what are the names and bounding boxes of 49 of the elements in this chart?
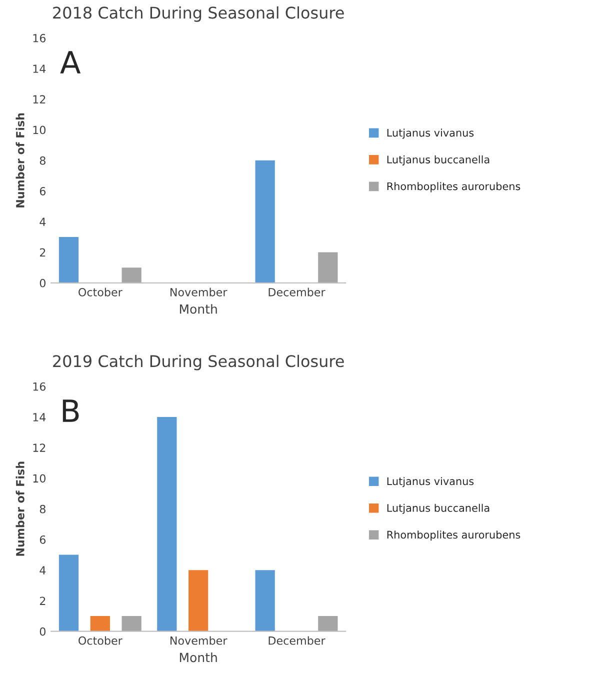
y-tick-label: 10: [33, 126, 46, 134]
bar: [90, 616, 110, 632]
chart-title: 2019 Catch During Seasonal Closure: [53, 354, 344, 370]
legend-label: Lutjanus vivanus: [387, 128, 474, 139]
y-tick-label: 8: [40, 156, 46, 165]
legend-label: Lutjanus buccanella: [387, 504, 490, 514]
y-tick-label: 14: [33, 413, 46, 422]
y-tick-label: 0: [40, 278, 46, 288]
x-axis-title: Month: [180, 652, 217, 662]
bar: [255, 570, 275, 632]
y-tick-label: 4: [40, 218, 46, 226]
y-tick-label: 4: [40, 566, 46, 574]
x-tick-label: December: [268, 636, 326, 645]
annotation: A: [60, 51, 81, 74]
bar: [122, 616, 142, 632]
bar: [188, 570, 208, 632]
legend-label: Lutjanus buccanella: [387, 155, 490, 166]
bar: [122, 268, 142, 283]
y-tick-label: 6: [40, 187, 46, 196]
legend-label: Rhomboplites aurorubens: [387, 530, 520, 541]
y-tick-label: 2: [40, 596, 46, 605]
x-tick-label: October: [78, 636, 122, 645]
y-tick-label: 8: [40, 504, 46, 514]
bar: [157, 417, 177, 632]
bar: [58, 236, 79, 283]
x-tick-label: October: [78, 288, 122, 296]
y-tick-label: 0: [40, 627, 46, 636]
y-axis-title: Number of Fish: [16, 462, 24, 556]
bar: [318, 252, 338, 283]
y-tick-label: 2: [40, 248, 46, 257]
y-tick-label: 14: [33, 64, 46, 73]
x-axis-title: Month: [180, 304, 217, 314]
legend-label: Rhomboplites aurorubens: [387, 182, 520, 192]
y-tick-label: 10: [33, 474, 46, 483]
x-tick-label: November: [170, 636, 228, 645]
bar: [318, 616, 338, 632]
y-tick-label: 12: [33, 95, 46, 104]
x-tick-label: December: [268, 288, 326, 296]
y-tick-label: 16: [33, 34, 46, 42]
x-tick-label: November: [170, 288, 228, 296]
annotation: B: [62, 400, 79, 422]
y-tick-label: 12: [33, 444, 46, 452]
y-tick-label: 16: [33, 382, 46, 391]
y-axis-title: Number of Fish: [16, 113, 24, 208]
bar: [255, 160, 275, 283]
legend-label: Lutjanus vivanus: [387, 477, 474, 488]
y-tick-label: 6: [40, 535, 46, 544]
bar: [58, 554, 79, 632]
chart-title: 2018 Catch During Seasonal Closure: [53, 6, 344, 22]
